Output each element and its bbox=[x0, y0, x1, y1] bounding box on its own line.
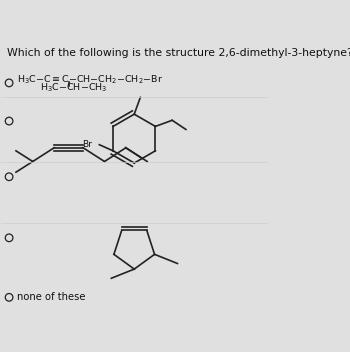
Text: H$_3$C$-$C$\equiv$C$-$CH$-$CH$_2$$-$CH$_2$$-$Br: H$_3$C$-$C$\equiv$C$-$CH$-$CH$_2$$-$CH$_… bbox=[18, 74, 163, 86]
Text: Which of the following is the structure 2,6-dimethyl-3-heptyne?: Which of the following is the structure … bbox=[7, 48, 350, 58]
Text: none of these: none of these bbox=[18, 292, 86, 302]
Text: Br: Br bbox=[82, 140, 92, 149]
Text: H$_3$C$-$CH$-$CH$_3$: H$_3$C$-$CH$-$CH$_3$ bbox=[40, 82, 108, 94]
